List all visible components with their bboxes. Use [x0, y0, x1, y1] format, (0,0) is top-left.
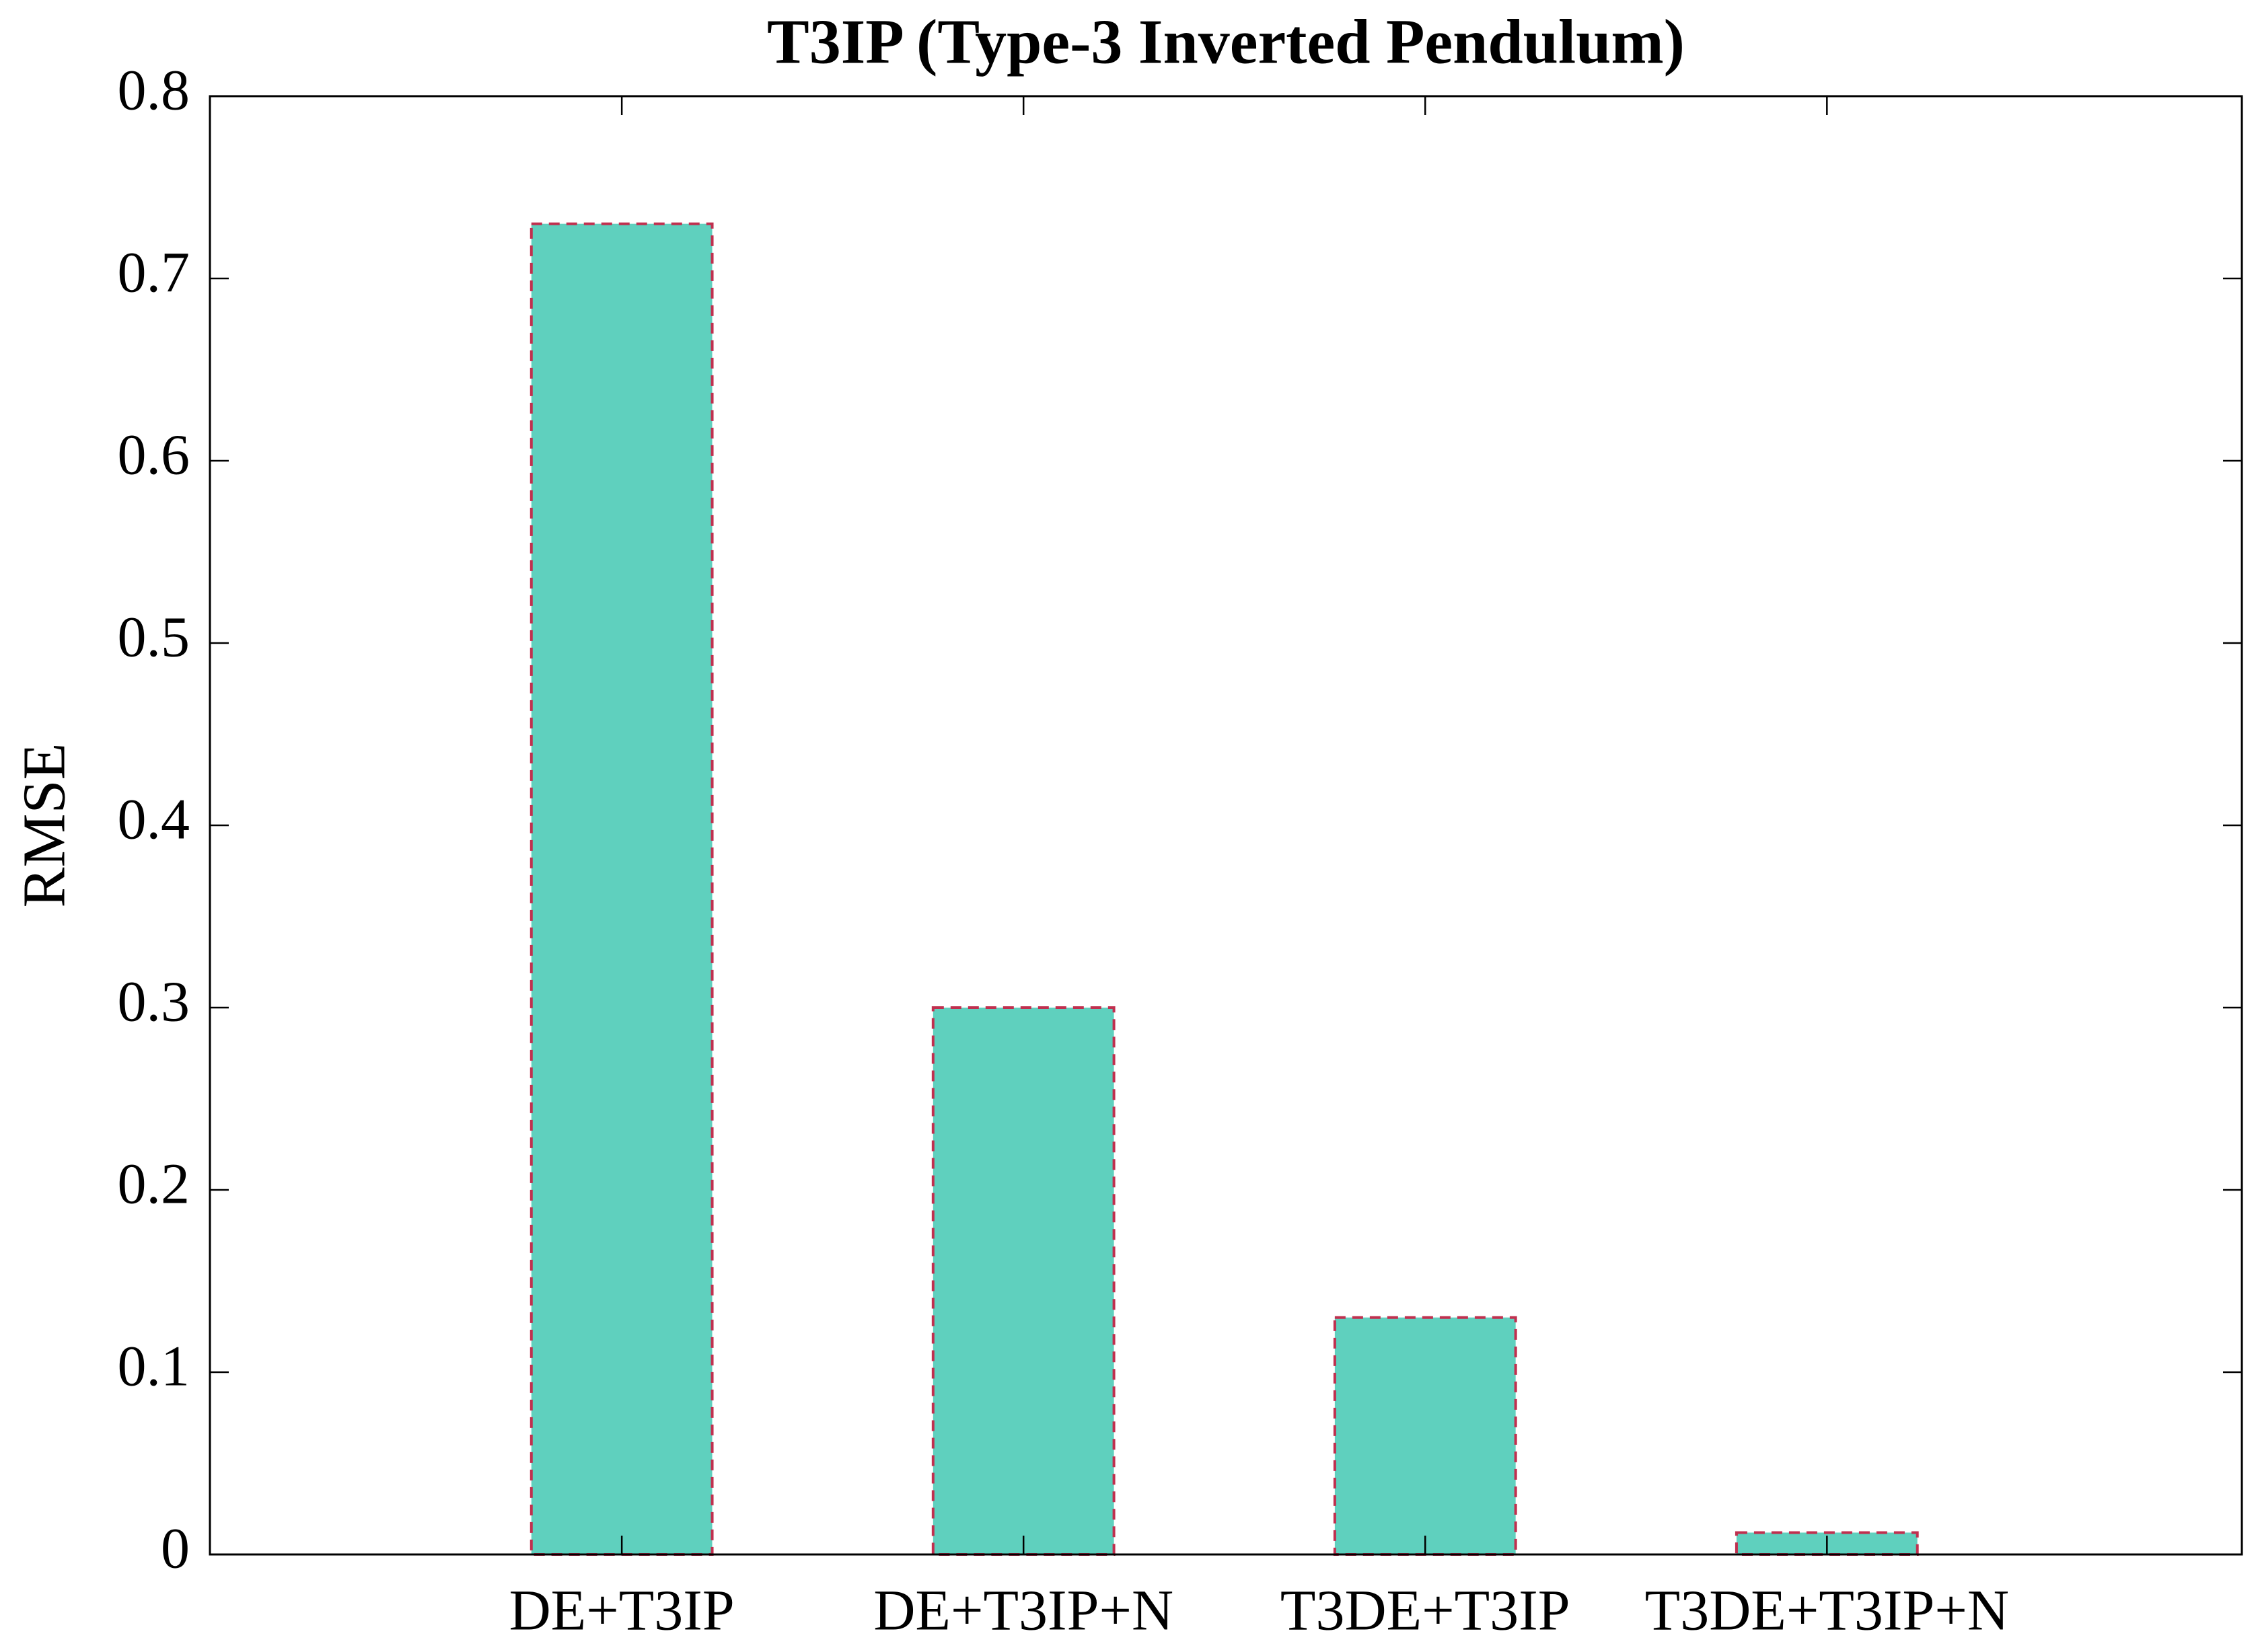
y-tick-label: 0	[161, 1516, 190, 1581]
y-tick-label: 0.3	[118, 969, 190, 1034]
x-tick-label: T3DE+T3IP+N	[1645, 1578, 2009, 1643]
y-tick-label: 0.5	[118, 605, 190, 669]
y-tick-label: 0.6	[118, 422, 190, 487]
bar	[530, 222, 714, 1556]
x-tick-label: DE+T3IP	[509, 1578, 735, 1643]
x-tick-label: DE+T3IP+N	[873, 1578, 1173, 1643]
y-axis-label: RMSE	[11, 743, 78, 907]
y-tick-label: 0.7	[118, 240, 190, 305]
y-tick-label: 0.4	[118, 787, 190, 852]
y-tick-label: 0.2	[118, 1152, 190, 1216]
chart-title: T3IP (Type-3 Inverted Pendulum)	[767, 7, 1685, 77]
axes-box	[209, 95, 2243, 1556]
y-tick-label: 0.1	[118, 1334, 190, 1398]
bar	[1333, 1316, 1517, 1556]
bar	[931, 1006, 1116, 1556]
y-tick-label: 0.8	[118, 58, 190, 122]
x-tick-label: T3DE+T3IP	[1280, 1578, 1570, 1643]
